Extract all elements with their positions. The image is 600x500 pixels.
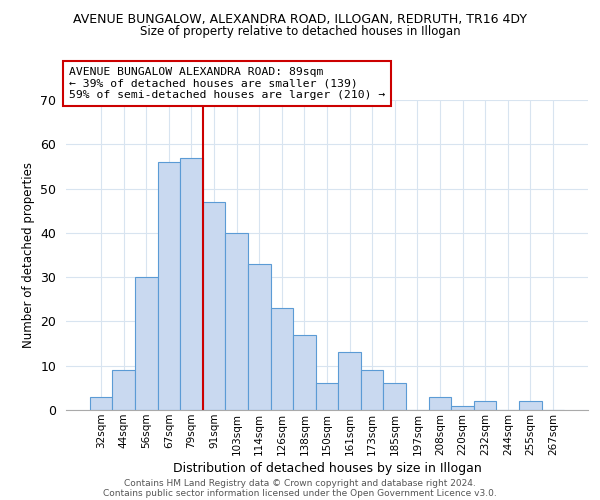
Bar bbox=[180, 158, 203, 410]
Bar bbox=[203, 202, 226, 410]
Bar bbox=[90, 396, 112, 410]
Text: Size of property relative to detached houses in Illogan: Size of property relative to detached ho… bbox=[140, 25, 460, 38]
Bar bbox=[361, 370, 383, 410]
Bar bbox=[316, 384, 338, 410]
Bar bbox=[248, 264, 271, 410]
Bar bbox=[338, 352, 361, 410]
Bar bbox=[383, 384, 406, 410]
Bar bbox=[428, 396, 451, 410]
Bar bbox=[271, 308, 293, 410]
Text: AVENUE BUNGALOW, ALEXANDRA ROAD, ILLOGAN, REDRUTH, TR16 4DY: AVENUE BUNGALOW, ALEXANDRA ROAD, ILLOGAN… bbox=[73, 12, 527, 26]
Bar bbox=[474, 401, 496, 410]
Bar bbox=[226, 233, 248, 410]
Bar bbox=[158, 162, 180, 410]
Bar bbox=[293, 334, 316, 410]
Y-axis label: Number of detached properties: Number of detached properties bbox=[22, 162, 35, 348]
Bar bbox=[135, 277, 158, 410]
Bar bbox=[519, 401, 542, 410]
Text: AVENUE BUNGALOW ALEXANDRA ROAD: 89sqm
← 39% of detached houses are smaller (139): AVENUE BUNGALOW ALEXANDRA ROAD: 89sqm ← … bbox=[68, 67, 385, 100]
Bar bbox=[451, 406, 474, 410]
Text: Contains HM Land Registry data © Crown copyright and database right 2024.: Contains HM Land Registry data © Crown c… bbox=[124, 478, 476, 488]
X-axis label: Distribution of detached houses by size in Illogan: Distribution of detached houses by size … bbox=[173, 462, 481, 475]
Bar bbox=[112, 370, 135, 410]
Text: Contains public sector information licensed under the Open Government Licence v3: Contains public sector information licen… bbox=[103, 488, 497, 498]
